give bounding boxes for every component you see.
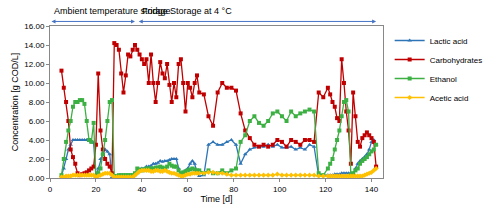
svg-text:10.00: 10.00 (24, 79, 45, 88)
svg-text:6.00: 6.00 (29, 117, 45, 126)
svg-text:Acetic acid: Acetic acid (430, 94, 469, 103)
svg-text:4.00: 4.00 (29, 136, 45, 145)
svg-text:Concentration [g COD/L]: Concentration [g COD/L] (10, 53, 20, 152)
svg-text:8.00: 8.00 (29, 98, 45, 107)
svg-text:2.00: 2.00 (29, 155, 45, 164)
svg-text:Ambient temperature storage: Ambient temperature storage (54, 6, 171, 16)
svg-text:0.00: 0.00 (29, 174, 45, 183)
svg-text:Time [d]: Time [d] (200, 194, 232, 204)
svg-text:20: 20 (91, 185, 100, 194)
svg-text:40: 40 (137, 185, 146, 194)
svg-text:16.00: 16.00 (24, 22, 45, 31)
svg-text:80: 80 (229, 185, 238, 194)
svg-text:14.00: 14.00 (24, 41, 45, 50)
svg-text:Fridge Storage at 4 °C: Fridge Storage at 4 °C (142, 6, 232, 16)
svg-text:0: 0 (48, 185, 53, 194)
svg-text:Carbohydrates: Carbohydrates (430, 56, 482, 65)
svg-text:Ethanol: Ethanol (430, 75, 457, 84)
svg-text:60: 60 (183, 185, 192, 194)
svg-text:12.00: 12.00 (24, 60, 45, 69)
svg-text:140: 140 (365, 185, 379, 194)
svg-text:Lactic acid: Lactic acid (430, 37, 468, 46)
svg-text:120: 120 (319, 185, 333, 194)
svg-text:100: 100 (273, 185, 287, 194)
